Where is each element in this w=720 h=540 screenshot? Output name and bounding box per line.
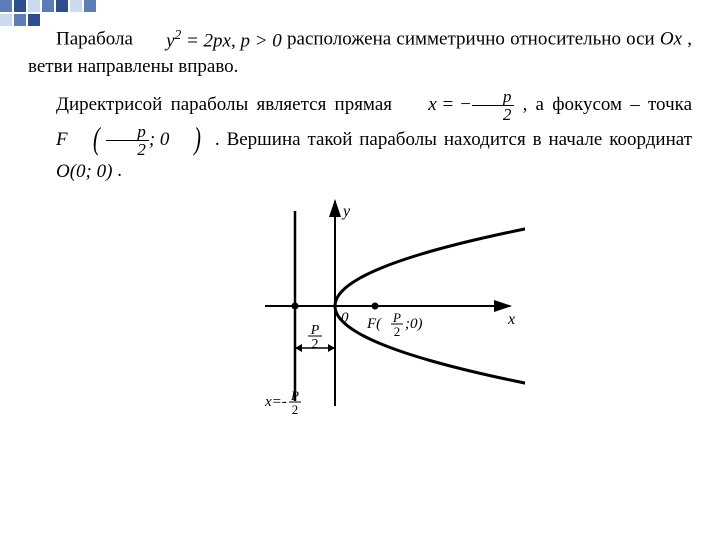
sym-gt0: > 0 xyxy=(250,30,282,51)
p1-w1: Парабола xyxy=(56,28,138,49)
svg-text:2: 2 xyxy=(394,324,401,339)
eq-y2-2px: y2 = 2px, p > 0 xyxy=(138,26,282,54)
frac-p-den: 2 xyxy=(472,106,515,123)
p2-w1: Директрисой параболы является прямая xyxy=(56,94,400,115)
eq-focus: F(p2; 0) xyxy=(28,123,208,158)
sym-eqneg: = − xyxy=(437,94,472,115)
sym-F: F xyxy=(56,129,68,150)
focus-sep: ; 0 xyxy=(149,129,170,150)
eq-directrix: x = −p2 xyxy=(400,88,514,123)
axis-ox: Ox xyxy=(660,28,682,49)
p2-w3: . Вершина такой параболы находится в нач… xyxy=(208,129,692,150)
sym-eq2: = 2 xyxy=(181,30,213,51)
svg-text:0: 0 xyxy=(341,310,349,326)
svg-text:2: 2 xyxy=(292,402,299,417)
svg-text:x: x xyxy=(507,311,515,328)
sym-x: x xyxy=(428,94,436,115)
text-content: Парабола y2 = 2px, p > 0 расположена сим… xyxy=(0,0,720,184)
svg-text:y: y xyxy=(341,203,351,220)
svg-text:2: 2 xyxy=(312,337,319,352)
parabola-figure: yx0F( P2;0)P2x=-P2 xyxy=(0,196,720,446)
frac-p-num: p xyxy=(472,88,515,106)
corner-decoration xyxy=(0,0,140,26)
svg-text:;0): ;0) xyxy=(405,316,423,332)
frac-f-den: 2 xyxy=(106,141,149,158)
paragraph-1: Парабола y2 = 2px, p > 0 расположена сим… xyxy=(28,26,692,80)
origin-O: O(0; 0) xyxy=(28,159,112,185)
svg-text:P: P xyxy=(392,310,401,325)
p2-w4: . xyxy=(112,160,122,181)
sym-p: p xyxy=(240,30,250,51)
svg-text:x=-: x=- xyxy=(264,394,287,410)
p2-w2: , а фокусом – точка xyxy=(514,94,692,115)
svg-text:F(: F( xyxy=(366,316,382,332)
figure-svg: yx0F( P2;0)P2x=-P2 xyxy=(195,196,525,446)
frac-f-num: p xyxy=(106,123,149,141)
svg-text:P: P xyxy=(290,388,299,403)
sym-px: px xyxy=(213,30,231,51)
p1-w2: расположена симметрично относительно оси xyxy=(287,28,660,49)
paragraph-2: Директрисой параболы является прямая x =… xyxy=(28,88,692,185)
sym-y: y xyxy=(166,30,174,51)
